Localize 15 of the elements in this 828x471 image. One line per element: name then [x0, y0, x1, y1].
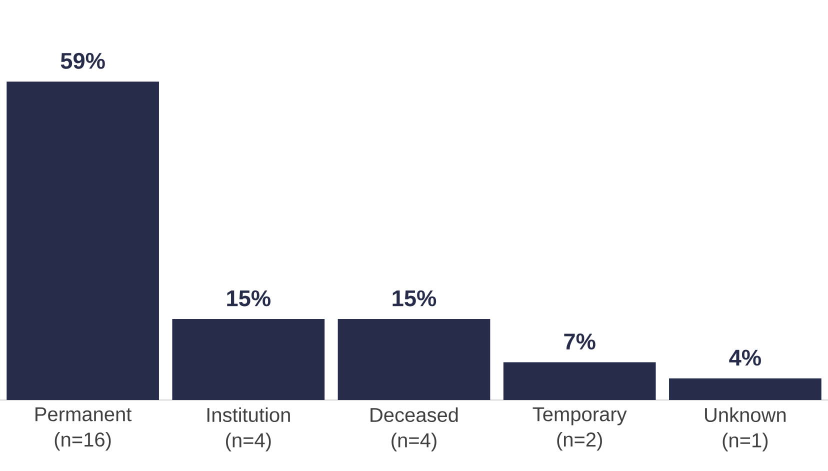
x-tick-label: Permanent (n=16) [36, 407, 132, 451]
bar [172, 319, 325, 400]
data-label: 7% [564, 334, 596, 350]
data-label: 59% [60, 52, 105, 69]
data-label: 15% [227, 290, 270, 306]
data-label: 4% [729, 350, 761, 366]
x-tick-label: Unknown (n=1) [705, 407, 786, 452]
x-tick-label: Institution (n=4) [207, 407, 290, 452]
bar [338, 319, 490, 400]
x-tick-label: Deceased (n=4) [370, 407, 458, 452]
bar [669, 378, 822, 400]
data-label: 15% [392, 290, 436, 306]
bar [6, 82, 159, 400]
bar [503, 362, 656, 400]
x-tick-label: Temporary (n=2) [532, 407, 627, 451]
